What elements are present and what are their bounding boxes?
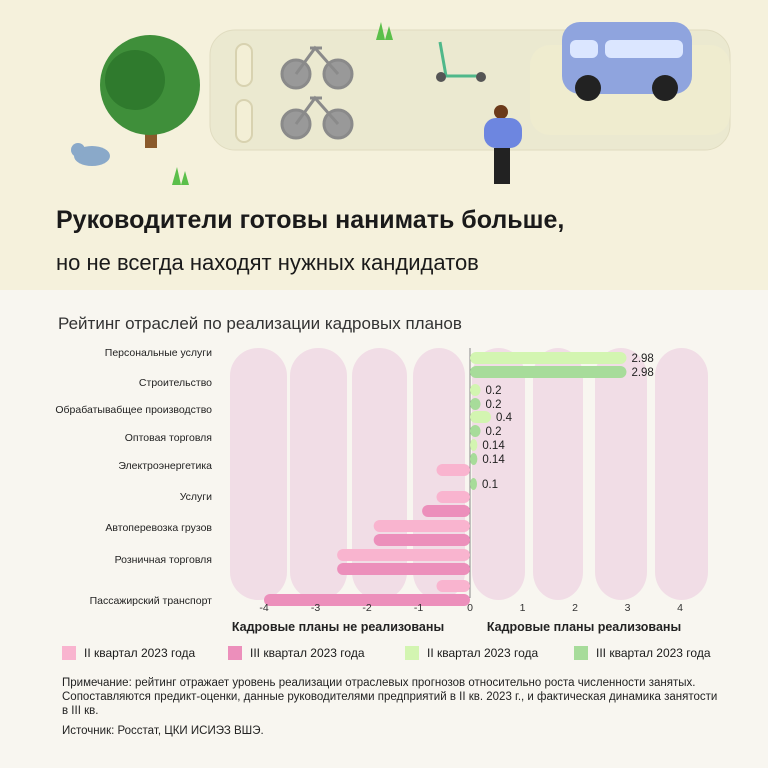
category-label: Розничная торговля [115, 554, 212, 566]
legend-swatch [228, 646, 242, 660]
x-tick-label: 4 [677, 602, 683, 614]
data-label: 0.14 [482, 440, 505, 452]
legend-swatch [574, 646, 588, 660]
legend-item: III квартал 2023 года [228, 646, 365, 660]
grid-band [290, 348, 347, 600]
page-subtitle: но не всегда находят нужных кандидатов [56, 250, 479, 275]
street-illustration [71, 22, 731, 185]
grid-band [230, 348, 287, 600]
x-tick-label: -1 [414, 602, 423, 614]
bar [470, 384, 481, 396]
bar-chart: Персональные услуги 2.98 2.98 Строительство… [55, 347, 708, 634]
bar [373, 534, 470, 546]
x-tick-label: -3 [311, 602, 320, 614]
data-label: 2.98 [631, 353, 653, 365]
x-tick-label: 1 [520, 602, 526, 614]
data-label: 0.1 [482, 479, 498, 491]
bar [337, 563, 470, 575]
legend-swatch [62, 646, 76, 660]
bar [264, 594, 470, 606]
source-text: Источник: Росстат, ЦКИ ИСИЭЗ ВШЭ. [62, 725, 264, 737]
data-label: 0.2 [486, 426, 502, 438]
category-label: Услуги [180, 491, 212, 503]
x-axis-label-right: Кадровые планы реализованы [487, 620, 681, 634]
data-label: 0.2 [486, 385, 502, 397]
x-axis-label-left: Кадровые планы не реализованы [232, 620, 444, 634]
legend-label: III квартал 2023 года [596, 646, 711, 660]
bicycle-icon [280, 45, 354, 140]
bar [337, 549, 470, 561]
legend-item: II квартал 2023 года [62, 646, 195, 660]
bar [470, 411, 491, 423]
data-label: 0.14 [482, 454, 505, 466]
grid-band [655, 348, 708, 600]
note-text: Примечание: рейтинг отражает уровень реа… [62, 677, 718, 717]
x-tick-label: 2 [572, 602, 578, 614]
legend-label: II квартал 2023 года [84, 646, 196, 660]
category-label: Автоперевозка грузов [105, 522, 212, 534]
legend-label: III квартал 2023 года [250, 646, 365, 660]
x-tick-label: 0 [467, 602, 473, 614]
grid-band [533, 348, 583, 600]
bar [373, 520, 470, 532]
category-label: Оптовая торговля [125, 432, 212, 444]
legend-item: II квартал 2023 года [405, 646, 538, 660]
bus-icon [562, 22, 692, 101]
bar [470, 425, 481, 437]
category-label: Обрабатывабщее производство [55, 404, 212, 416]
grass-icon [172, 167, 189, 185]
category-label: Электроэнергетика [118, 460, 212, 472]
chart-title: Рейтинг отраслей по реализации кадровых … [58, 314, 462, 333]
data-label: 0.4 [496, 412, 513, 424]
legend-swatch [405, 646, 419, 660]
x-tick-label: -2 [362, 602, 371, 614]
legend-label: II квартал 2023 года [427, 646, 539, 660]
category-label: Персональные услуги [105, 347, 212, 359]
bar [470, 352, 627, 364]
grid-band [472, 348, 525, 600]
data-label: 0.2 [486, 399, 502, 411]
parking-slot-icon [235, 43, 253, 87]
bar [470, 366, 627, 378]
person-icon [484, 105, 522, 184]
bar [436, 464, 470, 476]
category-label: Пассажирский транспорт [90, 595, 213, 607]
data-label: 2.98 [631, 367, 653, 379]
bar [470, 439, 478, 451]
x-tick-label: -4 [259, 602, 268, 614]
hero-illustration [0, 0, 768, 290]
grid-band [595, 348, 647, 600]
bar [422, 505, 470, 517]
legend-item: III квартал 2023 года [574, 646, 711, 660]
grid-band [352, 348, 407, 600]
bar [470, 398, 481, 410]
tree-icon [100, 35, 200, 148]
bar [436, 580, 470, 592]
category-label: Строительство [139, 377, 212, 389]
x-tick-label: 3 [625, 602, 631, 614]
bar [470, 453, 478, 465]
bar [436, 491, 470, 503]
scooter-icon [436, 41, 486, 82]
bar [470, 478, 477, 490]
page-title: Руководители готовы нанимать больше, [56, 206, 565, 234]
bird-icon [71, 143, 110, 166]
